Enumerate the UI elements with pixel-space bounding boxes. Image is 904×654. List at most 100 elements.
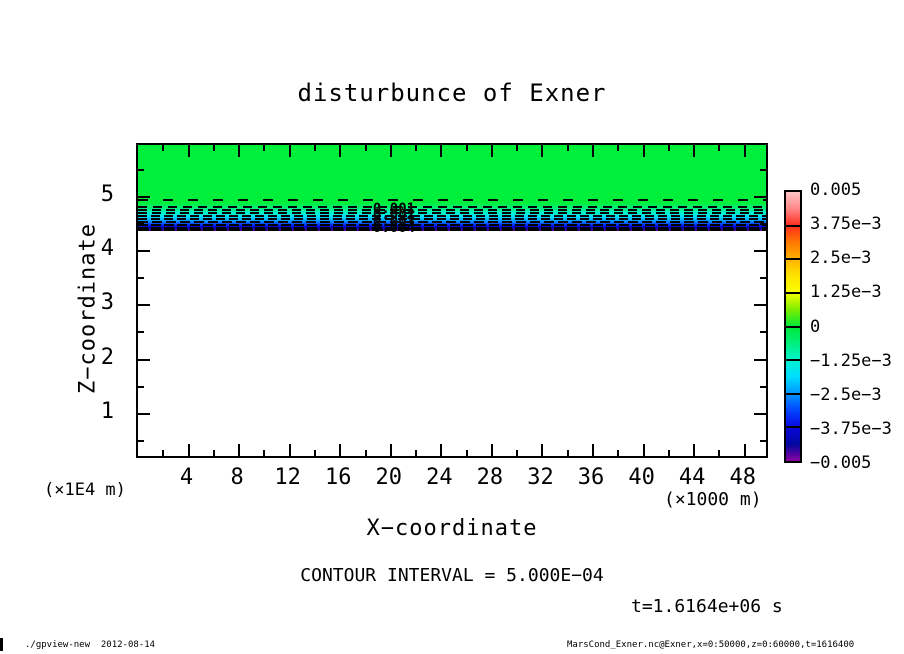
y-major-tick bbox=[760, 385, 766, 388]
zero-value-fill-band bbox=[138, 145, 766, 203]
dashed-contour-line bbox=[138, 215, 766, 217]
x-major-tick bbox=[642, 145, 645, 157]
x-major-tick bbox=[440, 145, 443, 157]
x-major-tick bbox=[389, 145, 392, 157]
colorbar-segment-divider bbox=[786, 426, 800, 429]
contour-label: 0.001 bbox=[372, 201, 416, 217]
x-major-tick bbox=[187, 145, 190, 157]
y-major-tick bbox=[754, 304, 766, 307]
y-major-tick bbox=[754, 250, 766, 252]
colorbar-label: −1.25e−3 bbox=[810, 350, 892, 371]
y-major-tick bbox=[760, 222, 766, 225]
footer-data-source: MarsCond_Exner.nc@Exner,x=0:50000,z=0:60… bbox=[567, 640, 855, 650]
colorbar bbox=[784, 190, 802, 463]
x-unit-label: (×1000 m) bbox=[664, 489, 762, 510]
dashed-contour-line bbox=[138, 224, 766, 226]
x-tick-label: 36 bbox=[577, 465, 605, 490]
y-major-tick bbox=[138, 439, 144, 442]
x-major-tick bbox=[490, 145, 493, 157]
x-major-tick bbox=[212, 145, 215, 151]
x-major-tick bbox=[490, 444, 493, 456]
x-major-tick bbox=[617, 450, 620, 456]
x-major-tick bbox=[718, 145, 721, 151]
y-major-tick bbox=[754, 195, 766, 198]
y-major-tick bbox=[138, 412, 150, 415]
x-major-tick bbox=[516, 450, 519, 456]
x-major-tick bbox=[541, 145, 544, 157]
x-tick-label: 20 bbox=[375, 465, 403, 490]
contour-interval-text: CONTOUR INTERVAL = 5.000E−04 bbox=[300, 565, 604, 586]
dashed-contour-line bbox=[138, 229, 766, 231]
x-major-tick bbox=[516, 145, 519, 151]
colorbar-label: 0 bbox=[810, 316, 821, 337]
chart-title: disturbunce of Exner bbox=[297, 79, 607, 107]
dashed-contour-line bbox=[138, 206, 766, 208]
y-major-tick bbox=[138, 168, 144, 171]
x-tick-label: 48 bbox=[729, 465, 756, 490]
x-major-tick bbox=[718, 450, 721, 456]
x-major-tick bbox=[743, 145, 746, 157]
y-major-tick bbox=[138, 304, 150, 307]
plot-area: 0.001 0.002 0.003 0.004 bbox=[136, 143, 768, 458]
x-tick-label: 4 bbox=[179, 465, 194, 490]
y-major-tick bbox=[138, 331, 144, 334]
x-major-tick bbox=[667, 145, 670, 151]
x-major-tick bbox=[288, 444, 291, 456]
footer-program-name: ./gpview-new 2012-08-14 bbox=[25, 640, 156, 650]
y-major-tick bbox=[138, 250, 150, 252]
x-major-tick bbox=[364, 145, 367, 151]
x-tick-label: 28 bbox=[476, 465, 504, 490]
x-tick-label: 24 bbox=[426, 465, 453, 490]
colorbar-label: −0.005 bbox=[810, 453, 872, 473]
y-major-tick bbox=[138, 222, 144, 225]
dashed-contour-line bbox=[138, 221, 766, 223]
x-major-tick bbox=[313, 145, 316, 151]
page-edge-mark bbox=[0, 638, 3, 651]
y-major-tick bbox=[760, 331, 766, 334]
x-major-tick bbox=[566, 450, 569, 456]
y-tick-label: 4 bbox=[100, 236, 114, 261]
colorbar-label: 1.25e−3 bbox=[810, 282, 882, 303]
x-tick-label: 12 bbox=[274, 465, 301, 490]
y-major-tick bbox=[138, 358, 150, 361]
x-major-tick bbox=[440, 444, 443, 456]
dashed-contour-line bbox=[138, 218, 766, 220]
y-unit-label: (×1E4 m) bbox=[44, 480, 126, 500]
dashed-contour-line bbox=[138, 212, 766, 214]
x-major-tick bbox=[288, 145, 291, 157]
x-major-tick bbox=[592, 444, 595, 456]
x-major-tick bbox=[693, 444, 696, 456]
colorbar-segment-divider bbox=[786, 359, 800, 362]
colorbar-label: −2.5e−3 bbox=[810, 384, 882, 405]
x-major-tick bbox=[465, 450, 468, 456]
x-major-tick bbox=[162, 145, 165, 151]
x-major-tick bbox=[162, 450, 165, 456]
dashed-contour-line bbox=[138, 227, 766, 229]
x-axis-label: X−coordinate bbox=[366, 516, 538, 541]
x-major-tick bbox=[743, 444, 746, 456]
time-stamp: t=1.6164e+06 s bbox=[631, 596, 783, 617]
x-major-tick bbox=[238, 145, 241, 157]
x-major-tick bbox=[592, 145, 595, 157]
colorbar-label: 2.5e−3 bbox=[810, 248, 872, 269]
y-major-tick bbox=[760, 168, 766, 171]
y-major-tick bbox=[754, 358, 766, 361]
x-major-tick bbox=[415, 145, 418, 151]
x-major-tick bbox=[667, 450, 670, 456]
x-tick-label: 32 bbox=[527, 465, 554, 490]
x-tick-label: 44 bbox=[678, 465, 706, 490]
y-major-tick bbox=[754, 412, 766, 415]
x-major-tick bbox=[693, 145, 696, 157]
x-tick-label: 16 bbox=[324, 465, 352, 490]
x-major-tick bbox=[389, 444, 392, 456]
y-major-tick bbox=[760, 277, 766, 280]
x-major-tick bbox=[465, 145, 468, 151]
x-major-tick bbox=[212, 450, 215, 456]
x-tick-label: 8 bbox=[230, 465, 244, 490]
contour-label: 0.003 bbox=[372, 213, 416, 230]
x-major-tick bbox=[617, 145, 620, 151]
dashed-contour-line bbox=[138, 209, 766, 211]
colorbar-segment-divider bbox=[786, 258, 800, 261]
x-major-tick bbox=[364, 450, 367, 456]
y-tick-label: 3 bbox=[100, 290, 114, 316]
